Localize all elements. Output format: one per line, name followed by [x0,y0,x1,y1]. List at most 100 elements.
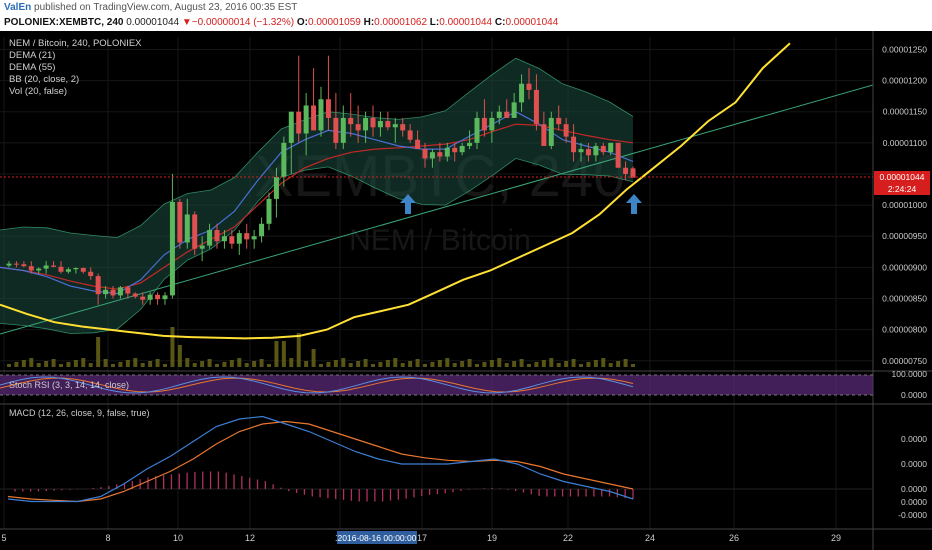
author-name[interactable]: ValEn [4,2,32,13]
candle-body [407,130,413,140]
price-axis[interactable] [873,31,932,370]
candle-body [244,233,250,240]
volume-bar [163,364,167,367]
volume-bar [371,364,375,367]
volume-bar [36,363,41,367]
volume-bar [200,361,205,367]
candle-body [110,289,116,296]
candle-body [377,121,383,128]
macd-tick-label: 0.0000 [901,484,927,494]
countdown-text: 2:24:24 [888,184,917,194]
candle-body [519,83,525,103]
candle-body [318,99,324,131]
up-arrow-icon [626,194,642,214]
volume-bar [259,359,264,367]
volume-bar [460,361,465,367]
candle-body [207,230,213,246]
price-tick-label: 0.00001100 [883,138,928,148]
candle-body [585,149,591,156]
bb-lower [0,157,634,334]
candle-body [571,136,577,153]
macd-plot [0,415,873,503]
price-tick-label: 0.00000950 [882,231,927,241]
candle-body [296,111,302,134]
legend-item: DEMA (55) [9,62,55,73]
volume-bar [430,362,435,367]
volume-bar [452,363,457,367]
candle-body [199,245,205,249]
volume-bar [437,360,442,367]
volume-bar [348,363,353,367]
volume-bar [140,363,145,367]
stoch-label: Stoch RSI (3, 3, 14, 14, close) [9,380,129,390]
volume-bar [527,364,531,367]
candle-body [385,121,391,128]
candle-body [608,142,614,153]
candle-body [259,223,265,237]
candle-body [281,142,287,178]
candle-body [229,236,235,244]
candle-body [155,294,161,300]
price-tick-label: 0.00000900 [882,262,927,272]
candle-body [51,265,57,267]
volume-bar [111,364,115,367]
candle-body [355,124,361,131]
candle-body [288,111,294,143]
candle-body [221,236,227,242]
candle-body [370,117,376,128]
macd-tick-label: 0.0000 [901,459,927,469]
volume-bar [475,364,479,367]
stoch-band [0,375,873,395]
candle-body [325,99,331,118]
candle-body [162,295,168,300]
stoch-tick-label: 0.0000 [901,390,927,400]
candle-body [422,149,428,159]
volume-bar [229,360,234,367]
candle-body [132,293,138,297]
candle-body [80,268,86,272]
open-label: O: [296,17,308,28]
volume-bar [482,362,487,367]
candle-body [43,265,49,269]
volume-bar [281,341,286,367]
candle-body [147,294,153,300]
long-ma-line [0,42,791,340]
volume-bar [541,360,546,367]
candle-body [363,117,369,131]
candle-body [169,202,175,296]
volume-bar [497,358,502,367]
candle-body [140,296,146,300]
symbol-name[interactable]: POLONIEX:XEMBTC, 240 [4,17,124,28]
volume-bar [125,360,130,367]
stoch-k-line [0,376,634,394]
legend-item: BB (20, close, 2) [9,74,79,85]
price-tag-text: 0.00001044 [880,172,925,182]
low-label: L: [429,17,440,28]
time-tick-label: 22 [563,533,573,543]
candle-body [251,236,257,240]
volume-bar [88,363,93,367]
price-tick-label: 0.00000750 [882,356,927,366]
volume-bar [579,364,583,367]
down-triangle-icon: ▼ [181,17,192,28]
candle-body [630,168,636,178]
candle-body [548,117,554,146]
candle-body [467,142,473,146]
macd-axis-labels: 0.0000 0.0000 0.0000 0.0000 -0.0000 [898,434,927,520]
annotation-arrows [400,194,642,214]
volume-bar [408,361,413,367]
price-tick-label: 0.00000800 [882,325,927,335]
time-tick-label: 26 [729,533,739,543]
candle-body [21,264,27,267]
symbol-bar: POLONIEX:XEMBTC, 240 0.00001044 ▼−0.0000… [4,15,558,30]
volume-bar [252,361,257,367]
volume-bar [378,362,383,367]
stoch-tick-label: 100.0000 [892,369,928,379]
volume-bar [467,359,472,367]
macd-tick-label: 0.0000 [901,434,927,444]
candle-body [452,147,458,153]
candle-body [474,117,480,143]
time-cursor-tag [337,531,417,544]
volume-bar [489,360,494,367]
chart-canvas[interactable]: XEMBTC, 240 NEM / Bitcoin NEM / Bitcoin,… [0,31,932,550]
